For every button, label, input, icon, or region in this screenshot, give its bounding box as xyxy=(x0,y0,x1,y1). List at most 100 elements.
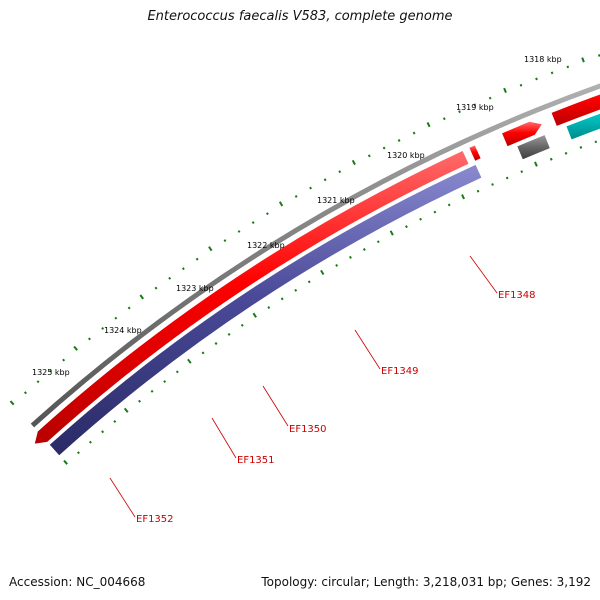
gene-fwd-block-4[interactable] xyxy=(551,76,600,126)
tick-mark xyxy=(168,276,172,280)
tick-mark xyxy=(309,186,312,190)
tick-mark xyxy=(294,194,298,198)
tick-mark xyxy=(88,440,92,444)
tick-mark xyxy=(62,358,66,362)
tick-mark xyxy=(389,230,394,236)
genome-backbone xyxy=(30,83,600,428)
gene-label-ef1350[interactable]: EF1350 xyxy=(289,424,327,435)
gene-block-ef1350[interactable] xyxy=(517,135,550,160)
tick-mark xyxy=(549,157,553,161)
tick-mark xyxy=(349,255,352,259)
tick-mark xyxy=(23,391,27,395)
tick-mark xyxy=(362,248,366,251)
map-title: Enterococcus faecalis V583, complete gen… xyxy=(147,9,453,24)
tick-mark xyxy=(201,351,205,355)
tick-mark xyxy=(367,154,371,158)
tick-mark xyxy=(382,146,386,150)
tick-mark xyxy=(139,294,145,300)
accession-text: Accession: NC_004668 xyxy=(9,575,146,589)
tick-mark xyxy=(101,430,105,434)
tick-mark xyxy=(579,146,583,149)
tick-mark xyxy=(597,54,600,57)
tick-mark xyxy=(335,263,339,267)
gene-fwd-block-2[interactable] xyxy=(469,145,481,161)
gene-label-ef1351[interactable]: EF1351 xyxy=(237,455,275,466)
tick-mark xyxy=(187,358,192,364)
tick-mark xyxy=(338,170,342,174)
gene-label-ef1349[interactable]: EF1349 xyxy=(381,366,419,377)
tick-mark xyxy=(214,342,218,345)
tick-mark xyxy=(208,246,213,252)
tick-mark xyxy=(73,345,78,351)
gene-fwd-block-1[interactable] xyxy=(34,151,469,444)
gene-label-ef1352[interactable]: EF1352 xyxy=(136,514,174,525)
tick-mark xyxy=(9,400,15,406)
tick-mark xyxy=(123,407,129,413)
kbp-label-1325: 1325 kbp xyxy=(32,368,70,377)
tick-mark xyxy=(520,170,524,174)
tick-mark xyxy=(491,183,494,186)
tick-mark xyxy=(154,286,158,290)
kbp-label-1320: 1320 kbp xyxy=(387,151,425,160)
tick-mark xyxy=(150,389,154,393)
tick-mark xyxy=(566,65,570,69)
gene-label-ef1348[interactable]: EF1348 xyxy=(498,290,536,301)
tick-mark xyxy=(265,212,269,216)
tick-mark xyxy=(195,257,199,261)
tick-mark xyxy=(581,57,585,63)
tick-mark xyxy=(461,194,466,200)
tick-mark xyxy=(267,306,271,310)
kbp-label-1323: 1323 kbp xyxy=(176,284,214,293)
reverse-strand-genes xyxy=(49,91,600,456)
tick-mark xyxy=(473,103,477,107)
genome-summary-text: Topology: circular; Length: 3,218,031 bp… xyxy=(261,575,591,589)
tick-mark xyxy=(101,326,105,330)
tick-mark xyxy=(163,380,167,384)
tick-mark xyxy=(76,451,80,455)
tick-mark xyxy=(426,121,431,128)
tick-mark xyxy=(433,210,437,214)
tick-mark xyxy=(564,151,568,155)
tick-mark xyxy=(280,297,284,301)
gene-callout-lines xyxy=(109,255,498,518)
kbp-labels: 1318 kbp 1319 kbp 1320 kbp 1321 kbp 1322… xyxy=(32,55,562,377)
gene-block-ef1352[interactable] xyxy=(49,164,482,456)
tick-mark xyxy=(237,230,241,233)
tick-mark xyxy=(138,399,141,403)
gene-labels: EF1348 EF1349 EF1350 EF1351 EF1352 xyxy=(136,290,536,525)
forward-strand-genes xyxy=(34,76,600,444)
kbp-label-1322: 1322 kbp xyxy=(247,241,285,250)
tick-mark xyxy=(405,225,408,229)
tick-mark xyxy=(181,267,185,271)
tick-mark xyxy=(534,161,538,167)
kbp-label-1318: 1318 kbp xyxy=(524,55,562,64)
tick-mark xyxy=(323,178,327,182)
tick-mark xyxy=(36,380,40,384)
tick-mark xyxy=(114,316,118,320)
tick-mark xyxy=(550,71,554,75)
tick-mark xyxy=(476,189,480,193)
tick-mark xyxy=(397,139,401,142)
tick-mark xyxy=(320,269,325,276)
tick-mark xyxy=(458,110,461,114)
tick-mark xyxy=(63,459,68,465)
kbp-label-1321: 1321 kbp xyxy=(317,196,355,205)
tick-mark xyxy=(447,203,451,207)
tick-mark xyxy=(278,201,284,207)
tick-mark xyxy=(535,77,538,81)
kbp-label-1324: 1324 kbp xyxy=(104,326,142,335)
tick-mark xyxy=(252,312,257,318)
tick-mark xyxy=(227,332,231,336)
tick-mark xyxy=(505,176,509,180)
kbp-tick-ring xyxy=(9,54,600,465)
tick-mark xyxy=(307,280,311,284)
gene-fwd-block-3[interactable] xyxy=(502,121,542,147)
tick-mark xyxy=(351,159,356,166)
tick-mark xyxy=(442,117,446,121)
tick-mark xyxy=(412,131,416,135)
tick-mark xyxy=(49,369,53,373)
gene-block-ef1349[interactable] xyxy=(566,91,600,140)
tick-mark xyxy=(376,240,380,244)
tick-mark xyxy=(223,239,227,243)
